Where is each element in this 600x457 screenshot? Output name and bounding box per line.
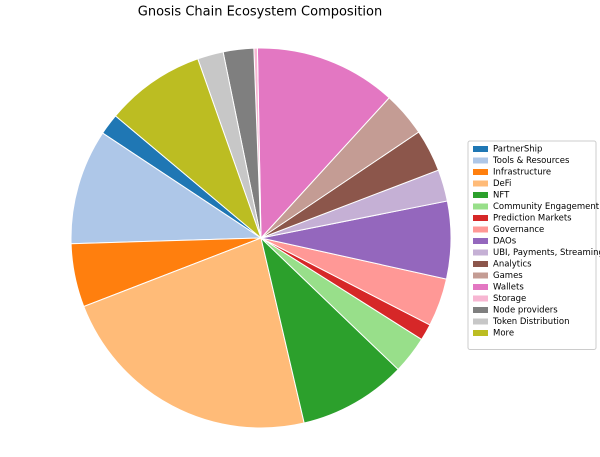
legend-label: Infrastructure xyxy=(493,168,551,178)
legend-label: Wallets xyxy=(493,283,524,293)
legend-swatch xyxy=(473,192,488,198)
legend-swatch xyxy=(473,307,488,313)
legend-label: DAOs xyxy=(493,237,517,247)
legend-label: Analytics xyxy=(493,260,532,270)
legend-label: Governance xyxy=(493,225,544,235)
legend-swatch xyxy=(473,203,488,210)
legend-label: PartnerShip xyxy=(493,145,542,155)
legend-label: DeFi xyxy=(493,179,511,189)
legend-label: Tools & Resources xyxy=(492,156,570,166)
legend-swatch xyxy=(473,295,488,302)
legend-swatch xyxy=(473,284,488,290)
legend-label: Node providers xyxy=(493,306,558,316)
legend-label: Games xyxy=(493,271,523,281)
legend-swatch xyxy=(473,249,488,256)
chart-title: Gnosis Chain Ecosystem Composition xyxy=(138,5,382,20)
legend-label: Storage xyxy=(493,294,526,304)
legend-swatch xyxy=(473,169,488,175)
legend-swatch xyxy=(473,215,488,221)
legend-swatch xyxy=(473,146,488,152)
legend-swatch xyxy=(473,272,488,279)
legend-swatch xyxy=(473,330,488,336)
legend-swatch xyxy=(473,318,488,325)
pie-slice xyxy=(70,132,263,245)
legend-label: NFT xyxy=(493,191,510,201)
legend-label: Token Distribution xyxy=(492,317,569,327)
pie-slice xyxy=(260,236,399,424)
pie-slice xyxy=(83,237,305,429)
legend-label: UBI, Payments, Streaming xyxy=(493,248,600,258)
legend-swatch xyxy=(473,157,488,164)
legend-swatch xyxy=(473,238,488,244)
pie-slice xyxy=(114,58,263,240)
legend-swatch xyxy=(473,261,488,267)
legend-swatch xyxy=(473,226,488,233)
legend-swatch xyxy=(473,180,488,187)
legend-label: Prediction Markets xyxy=(493,214,572,224)
legend-label: More xyxy=(493,329,514,339)
legend-box xyxy=(467,140,597,350)
pie-slice xyxy=(256,47,390,240)
legend-label: Community Engagement xyxy=(493,202,600,212)
